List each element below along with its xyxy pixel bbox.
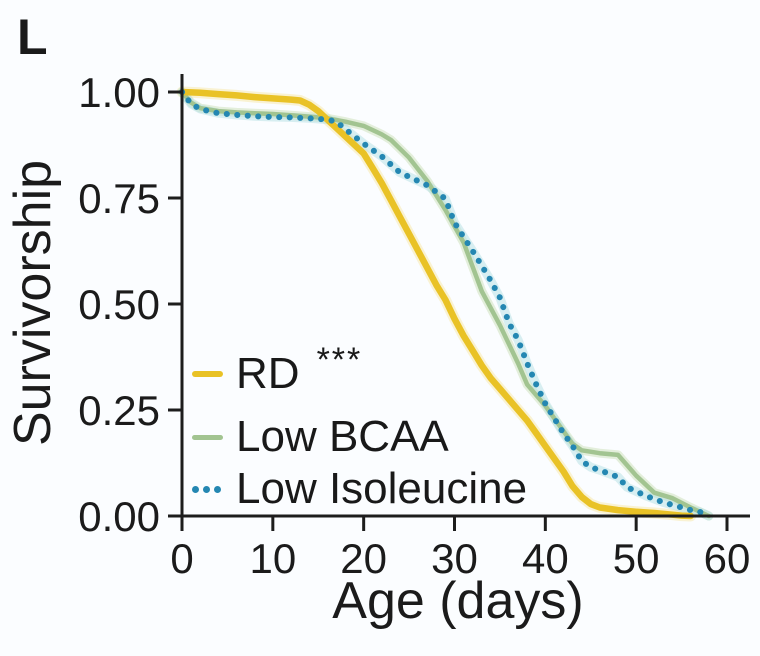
axes	[180, 74, 750, 518]
y-tick-label: 0.00	[78, 493, 160, 540]
x-tick-label: 20	[340, 535, 387, 582]
y-axis-label: Survivorship	[4, 160, 62, 446]
x-tick-label: 30	[431, 535, 478, 582]
y-tick-label: 0.75	[78, 175, 160, 222]
curve-low-isoleucine	[179, 89, 712, 519]
x-tick-label: 0	[170, 535, 193, 582]
x-tick-label: 60	[704, 535, 751, 582]
x-tick-label: 40	[522, 535, 569, 582]
axis-ticks: 1.00 0.75 0.50 0.25 0.000 10 20 30 40 50 60	[78, 69, 750, 582]
curves	[178, 88, 712, 520]
panel-label: L	[17, 9, 49, 65]
x-tick-label: 50	[613, 535, 660, 582]
curve-low-bcaa	[179, 89, 712, 519]
y-tick-label: 0.25	[78, 387, 160, 434]
x-axis-label: Age (days)	[332, 572, 583, 630]
x-tick-label: 10	[249, 535, 296, 582]
curve-rd	[178, 88, 694, 520]
y-tick-label: 0.50	[78, 281, 160, 328]
y-tick-label: 1.00	[78, 69, 160, 116]
